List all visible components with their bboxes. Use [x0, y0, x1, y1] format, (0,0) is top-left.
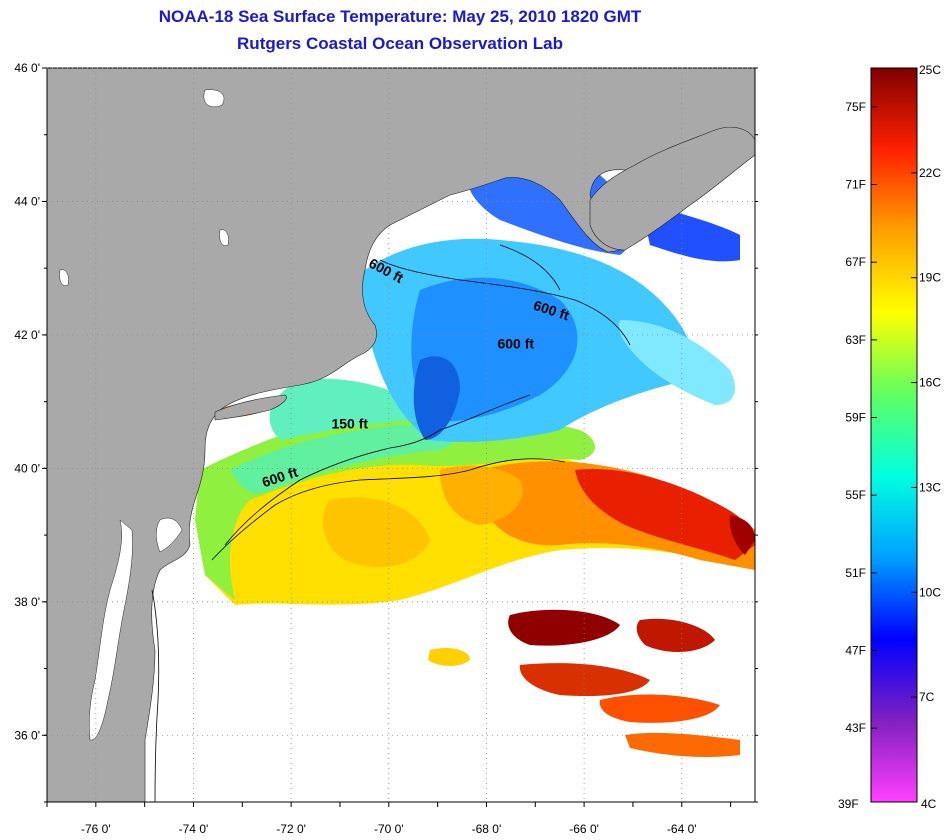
- lat-label: 46 0': [14, 61, 40, 75]
- lat-label: 42 0': [14, 328, 40, 342]
- map-frame: [46, 67, 756, 803]
- colorbar-c-label: 10C: [919, 585, 941, 599]
- colorbar-c-label: 19C: [919, 271, 941, 285]
- contour-label: 150 ft: [331, 415, 368, 431]
- colorbar-bottom-f-label: 39F: [838, 797, 859, 811]
- lon-label: -64 0': [667, 822, 697, 836]
- lon-label: -66 0': [569, 822, 599, 836]
- lat-label: 36 0': [14, 728, 40, 742]
- land: [47, 68, 755, 802]
- colorbar-c-label: 13C: [919, 480, 941, 494]
- colorbar-top-label: 25C: [919, 63, 941, 77]
- lon-label: -76 0': [81, 822, 111, 836]
- contour-label: 600 ft: [497, 335, 534, 351]
- colorbar: 75F 71F 67F 63F 59F 55F 51F 47F 43F 22C 19C 16C 13C 1…: [838, 63, 941, 811]
- sst-swath: [47, 155, 755, 758]
- colorbar-c-label: 22C: [919, 166, 941, 180]
- map-subtitle: Rutgers Coastal Ocean Observation Lab: [237, 34, 563, 53]
- lon-label: -68 0': [472, 822, 502, 836]
- colorbar-f-label: 47F: [845, 644, 866, 658]
- colorbar-f-label: 63F: [845, 333, 866, 347]
- lat-label: 44 0': [14, 194, 40, 208]
- colorbar-c-label: 7C: [919, 690, 935, 704]
- colorbar-ticks: 75F 71F 67F 63F 59F 55F 51F 47F 43F 22C 19C 16C 13C 1…: [845, 100, 941, 735]
- colorbar-f-label: 55F: [845, 488, 866, 502]
- lon-label: -74 0': [179, 822, 209, 836]
- colorbar-f-label: 71F: [845, 178, 866, 192]
- colorbar-scale: [870, 67, 918, 803]
- lat-label: 40 0': [14, 461, 40, 475]
- lon-label: -70 0': [374, 822, 404, 836]
- colorbar-f-label: 43F: [845, 721, 866, 735]
- graticule: [47, 67, 755, 802]
- colorbar-bottom-c-label: 4C: [921, 797, 937, 811]
- map-title: NOAA-18 Sea Surface Temperature: May 25,…: [158, 7, 642, 26]
- colorbar-f-label: 75F: [845, 100, 866, 114]
- colorbar-c-label: 16C: [919, 376, 941, 390]
- axis-ticks: [42, 67, 758, 807]
- colorbar-f-label: 51F: [845, 566, 866, 580]
- colorbar-f-label: 67F: [845, 255, 866, 269]
- axis-labels: 46 0' 44 0' 42 0' 40 0' 38 0' 36 0' -76 0' -74 …: [14, 61, 696, 836]
- lat-label: 38 0': [14, 595, 40, 609]
- lon-label: -72 0': [276, 822, 306, 836]
- bathymetry-contours: [151, 244, 631, 802]
- colorbar-f-label: 59F: [845, 411, 866, 425]
- bays: [59, 89, 229, 741]
